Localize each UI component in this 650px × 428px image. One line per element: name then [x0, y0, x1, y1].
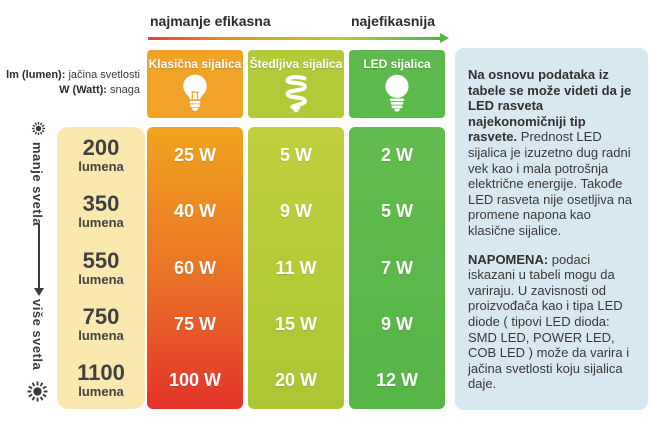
- lumen-row: 350 lumena: [57, 183, 145, 239]
- scale-label-least-efficient: najmanje efikasna: [150, 13, 271, 29]
- light-axis-line: [38, 224, 40, 288]
- column-header-label: LED sijalica: [363, 57, 431, 71]
- wattage-cell: 9 W: [248, 183, 344, 239]
- efficiency-gradient-bar: [148, 37, 440, 40]
- units-legend: lm (lumen): jačina svetlosti W (Watt): s…: [0, 68, 140, 98]
- note-intro-bold: Na osnovu podataka iz tabele se može vid…: [468, 67, 632, 145]
- note-napomena-bold: NAPOMENA:: [468, 251, 549, 267]
- column-header-label: Štedljiva sijalica: [249, 57, 343, 71]
- wattage-value: 100 W: [168, 370, 222, 391]
- wattage-column-led: 2 W 5 W 7 W 9 W 12 W: [349, 127, 445, 409]
- lumen-value: 200: [82, 134, 120, 160]
- wattage-value: 15 W: [274, 313, 317, 334]
- lumen-row: 750 lumena: [57, 296, 145, 352]
- wattage-cell: 9 W: [349, 296, 445, 352]
- note-panel: Na osnovu podataka iz tabele se može vid…: [455, 48, 648, 410]
- wattage-value: 7 W: [380, 257, 413, 278]
- wattage-cell: 5 W: [248, 127, 344, 183]
- lumen-row: 1100 lumena: [57, 353, 145, 409]
- wattage-cell: 5 W: [349, 183, 445, 239]
- scale-label-most-efficient: najefikasnija: [350, 13, 435, 29]
- wattage-value: 75 W: [173, 313, 216, 334]
- light-axis-label-more: više svetla: [30, 299, 45, 371]
- lumen-unit: lumena: [78, 271, 124, 287]
- wattage-value: 25 W: [173, 144, 216, 165]
- column-header-classic-bulb: Klasična sijalica: [147, 50, 243, 118]
- led-bulb-icon: [381, 72, 413, 116]
- wattage-cell: 60 W: [147, 240, 243, 296]
- wattage-value: 20 W: [274, 370, 317, 391]
- wattage-cell: 20 W: [248, 353, 344, 409]
- wattage-value: 12 W: [375, 370, 418, 391]
- note-paragraph-napomena: NAPOMENA: podaci iskazani u tabeli mogu …: [468, 252, 635, 392]
- wattage-value: 11 W: [275, 257, 317, 278]
- wattage-column-cfl: 5 W 9 W 11 W 15 W 20 W: [248, 127, 344, 409]
- sun-large-icon: [26, 380, 49, 408]
- wattage-cell: 40 W: [147, 183, 243, 239]
- light-axis-label-less: manje svetla: [30, 142, 45, 227]
- wattage-value: 5 W: [279, 144, 312, 165]
- arrow-right-icon: [440, 33, 449, 43]
- note-napomena-text: podaci iskazani u tabeli mogu da variraj…: [468, 251, 630, 392]
- wattage-cell: 100 W: [147, 353, 243, 409]
- wattage-cell: 12 W: [349, 353, 445, 409]
- column-header-led-bulb: LED sijalica: [349, 50, 445, 118]
- lumen-unit: lumena: [78, 158, 124, 174]
- cfl-bulb-icon: [280, 72, 312, 116]
- lumen-row: 550 lumena: [57, 240, 145, 296]
- lumen-unit: lumena: [78, 215, 124, 231]
- wattage-cell: 2 W: [349, 127, 445, 183]
- wattage-column-classic: 25 W 40 W 60 W 75 W 100 W: [147, 127, 243, 409]
- lumen-value: 550: [82, 247, 120, 273]
- note-paragraph-intro: Na osnovu podataka iz tabele se može vid…: [468, 67, 635, 239]
- wattage-value: 40 W: [173, 201, 216, 222]
- wattage-value: 9 W: [279, 201, 312, 222]
- wattage-cell: 11 W: [248, 240, 344, 296]
- wattage-cell: 75 W: [147, 296, 243, 352]
- column-header-label: Klasična sijalica: [148, 57, 242, 71]
- incandescent-bulb-icon: [179, 72, 211, 116]
- lumen-value: 750: [82, 303, 120, 329]
- wattage-value: 9 W: [380, 313, 413, 334]
- lumen-value: 350: [82, 191, 120, 217]
- wattage-cell: 7 W: [349, 240, 445, 296]
- lumen-column: 200 lumena 350 lumena 550 lumena 750 lum…: [57, 127, 145, 409]
- wattage-value: 5 W: [380, 201, 413, 222]
- arrow-down-icon: [34, 288, 44, 296]
- wattage-cell: 25 W: [147, 127, 243, 183]
- lumen-row: 200 lumena: [57, 127, 145, 183]
- wattage-value: 2 W: [380, 144, 413, 165]
- note-intro-text: Prednost LED sijalica je izuzetno dug ra…: [468, 129, 633, 238]
- lumen-value: 1100: [77, 360, 125, 386]
- lumen-unit: lumena: [78, 384, 124, 400]
- wattage-value: 60 W: [173, 257, 216, 278]
- column-header-cfl-bulb: Štedljiva sijalica: [248, 50, 344, 118]
- legend-watt: W (Watt): snaga: [59, 84, 140, 96]
- sun-small-icon: [31, 121, 46, 141]
- lumen-unit: lumena: [78, 327, 124, 343]
- legend-lumen: lm (lumen): jačina svetlosti: [6, 69, 140, 81]
- wattage-cell: 15 W: [248, 296, 344, 352]
